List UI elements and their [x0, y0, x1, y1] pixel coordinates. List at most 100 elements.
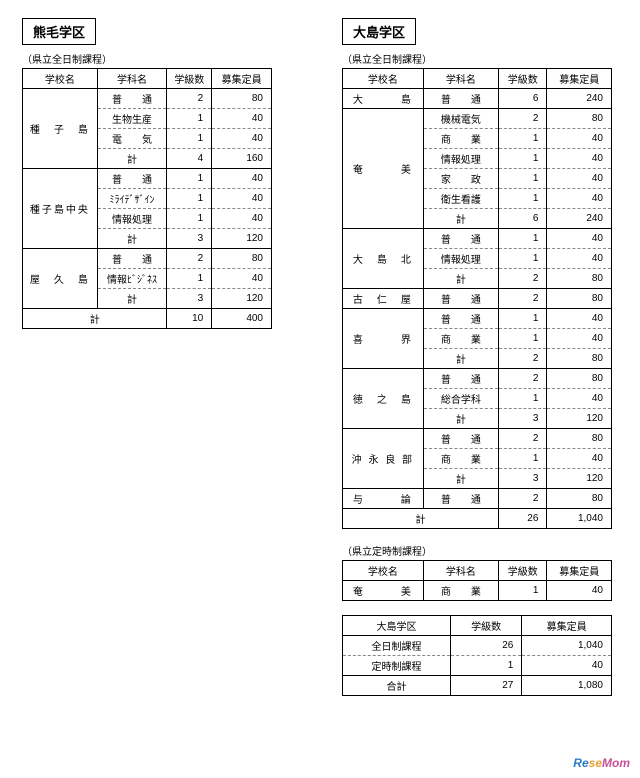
- col-header: 学級数: [499, 561, 547, 581]
- school-cell: 奄 美: [343, 109, 424, 229]
- cap-cell: 40: [547, 249, 612, 269]
- dept-cell: 普 通: [97, 249, 167, 269]
- cap-cell: 80: [547, 349, 612, 369]
- cap-cell: 40: [547, 149, 612, 169]
- dept-cell: 普 通: [423, 369, 498, 389]
- dept-cell: 総合学科: [423, 389, 498, 409]
- col-header: 学科名: [423, 69, 498, 89]
- cap-cell: 80: [212, 249, 272, 269]
- dept-cell: 計: [423, 209, 498, 229]
- dept-cell: ﾐﾗｲﾃﾞｻﾞｲﾝ: [97, 189, 167, 209]
- cap-cell: 1,080: [522, 676, 612, 696]
- dept-cell: 計: [423, 409, 498, 429]
- district-title-left: 熊毛学区: [22, 18, 96, 45]
- table-row: 与 論普 通280: [343, 489, 612, 509]
- table-row: 奄 美 商 業 1 40: [343, 581, 612, 601]
- cap-cell: 80: [547, 369, 612, 389]
- cap-cell: 120: [547, 469, 612, 489]
- dept-cell: 衛生看護: [423, 189, 498, 209]
- table-oshima-summary: 大島学区 学級数 募集定員 全日制課程261,040定時制課程140合計271,…: [342, 615, 612, 696]
- dept-cell: 計: [423, 269, 498, 289]
- cap-cell: 120: [212, 289, 272, 309]
- cap-cell: 1,040: [547, 509, 612, 529]
- caption-right-2: （県立定時制課程）: [342, 543, 612, 558]
- col-header: 募集定員: [547, 69, 612, 89]
- school-cell: 種 子 島: [23, 89, 98, 169]
- cls-cell: 2: [499, 109, 547, 129]
- school-cell: 屋 久 島: [23, 249, 98, 309]
- total-label: 計: [23, 309, 167, 329]
- cap-cell: 120: [212, 229, 272, 249]
- cls-cell: 1: [167, 209, 212, 229]
- school-cell: 徳 之 島: [343, 369, 424, 429]
- cls-cell: 1: [499, 581, 547, 601]
- cap-cell: 80: [547, 269, 612, 289]
- dept-cell: 情報処理: [97, 209, 167, 229]
- summary-row: 全日制課程261,040: [343, 636, 612, 656]
- table-oshima-full: 学校名学科名学級数募集定員 大 島普 通6240奄 美機械電気280商 業140…: [342, 68, 612, 529]
- cls-cell: 1: [499, 189, 547, 209]
- cls-cell: 2: [499, 369, 547, 389]
- cls-cell: 1: [450, 656, 521, 676]
- cap-cell: 80: [547, 109, 612, 129]
- cls-cell: 10: [167, 309, 212, 329]
- col-header: 学級数: [499, 69, 547, 89]
- cap-cell: 40: [212, 269, 272, 289]
- col-header: 募集定員: [212, 69, 272, 89]
- dept-cell: 計: [423, 469, 498, 489]
- cap-cell: 40: [547, 329, 612, 349]
- dept-cell: 計: [97, 149, 167, 169]
- cap-cell: 40: [547, 189, 612, 209]
- cls-cell: 1: [167, 109, 212, 129]
- col-cap: 募集定員: [522, 616, 612, 636]
- col-header: 学校名: [343, 69, 424, 89]
- cls-cell: 1: [167, 169, 212, 189]
- cls-cell: 2: [499, 349, 547, 369]
- cls-cell: 1: [499, 229, 547, 249]
- cap-cell: 80: [547, 429, 612, 449]
- dept-cell: 計: [97, 289, 167, 309]
- school-cell: 奄 美: [343, 581, 424, 601]
- dept-cell: 普 通: [423, 289, 498, 309]
- cls-cell: 1: [167, 189, 212, 209]
- cap-cell: 400: [212, 309, 272, 329]
- dept-cell: 機械電気: [423, 109, 498, 129]
- cls-cell: 6: [499, 89, 547, 109]
- dept-cell: 計: [97, 229, 167, 249]
- summary-label: 全日制課程: [343, 636, 451, 656]
- dept-cell: 普 通: [423, 429, 498, 449]
- cap-cell: 80: [547, 489, 612, 509]
- cls-cell: 2: [167, 249, 212, 269]
- cap-cell: 40: [212, 129, 272, 149]
- district-title-right: 大島学区: [342, 18, 416, 45]
- table-row: 徳 之 島普 通280: [343, 369, 612, 389]
- dept-cell: 普 通: [423, 89, 498, 109]
- cap-cell: 40: [212, 209, 272, 229]
- total-label: 計: [343, 509, 499, 529]
- cap-cell: 40: [547, 169, 612, 189]
- caption-right-1: （県立全日制課程）: [342, 51, 612, 66]
- table-row: 喜 界普 通140: [343, 309, 612, 329]
- cls-cell: 26: [499, 509, 547, 529]
- school-cell: 大 島 北: [343, 229, 424, 289]
- school-cell: 古 仁 屋: [343, 289, 424, 309]
- cls-cell: 1: [499, 149, 547, 169]
- school-cell: 種子島中央: [23, 169, 98, 249]
- dept-cell: 情報ﾋﾞｼﾞﾈｽ: [97, 269, 167, 289]
- dept-cell: 商 業: [423, 449, 498, 469]
- cls-cell: 2: [499, 289, 547, 309]
- total-row: 計261,040: [343, 509, 612, 529]
- dept-cell: 普 通: [423, 489, 498, 509]
- cap-cell: 80: [212, 89, 272, 109]
- cls-cell: 26: [450, 636, 521, 656]
- table-row: 古 仁 屋普 通280: [343, 289, 612, 309]
- cls-cell: 2: [167, 89, 212, 109]
- cap-cell: 40: [547, 449, 612, 469]
- cls-cell: 6: [499, 209, 547, 229]
- cls-cell: 1: [167, 269, 212, 289]
- table-row: 種 子 島普 通280: [23, 89, 272, 109]
- cls-cell: 3: [167, 289, 212, 309]
- dept-cell: 家 政: [423, 169, 498, 189]
- cls-cell: 1: [499, 169, 547, 189]
- cap-cell: 40: [212, 169, 272, 189]
